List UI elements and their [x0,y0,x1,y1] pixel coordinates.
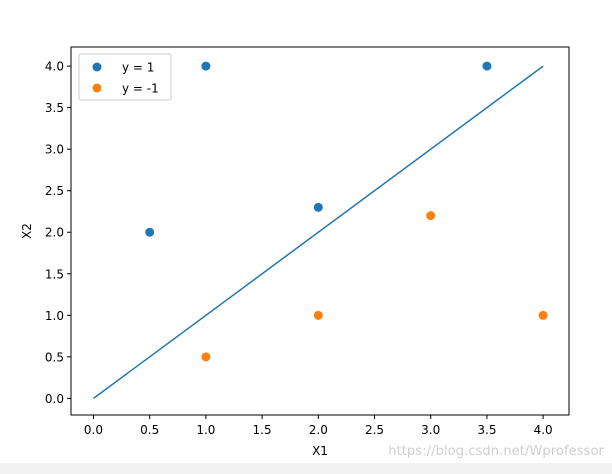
y-tick-label-5: 2.5 [45,184,64,198]
point-y-pos-2 [313,202,323,212]
y-tick-label-6: 3.0 [45,143,64,157]
legend-box [78,53,172,101]
legend-marker-y-neg [92,83,102,93]
point-y-pos-0 [145,227,155,237]
watermark: https://blog.csdn.net/Wprofessor [388,444,604,459]
y-tick-label-7: 3.5 [45,101,64,115]
x-tick-label-3: 1.5 [253,423,272,437]
legend-marker-y-pos [92,62,102,72]
x-tick-label-1: 0.5 [140,423,159,437]
x-tick-label-0: 0.0 [84,423,103,437]
footer-strip [0,463,612,474]
legend-label-y-pos: y = 1 [122,61,154,75]
point-y-pos-1 [201,61,211,71]
decision-line-0 [93,65,544,399]
x-tick-label-5: 2.5 [365,423,384,437]
point-y-neg-2 [426,211,436,221]
point-y-neg-1 [313,310,323,320]
legend: y = 1 y = -1 [78,53,172,101]
y-tick-label-4: 2.0 [45,226,64,240]
x-tick-label-4: 2.0 [309,423,328,437]
y-axis-label: X2 [20,223,34,239]
x-tick-label-2: 1.0 [196,423,215,437]
x-tick-label-6: 3.0 [421,423,440,437]
x-tick-label-8: 4.0 [534,423,553,437]
y-tick-label-2: 1.0 [45,309,64,323]
x-axis-label: X1 [312,444,328,458]
plot-frame [70,46,570,416]
legend-label-y-neg: y = -1 [122,82,159,96]
x-tick-label-7: 3.5 [477,423,496,437]
axes: 0.0 0.5 1.0 1.5 2.0 2.5 3.0 3.5 4.0 0.0 0.5 1.0 1.5 2… [45,60,553,437]
point-y-neg-0 [201,352,211,362]
y-tick-label-1: 0.5 [45,350,64,364]
point-y-neg-3 [538,310,548,320]
y-tick-label-8: 4.0 [45,60,64,74]
y-tick-label-0: 0.0 [45,392,64,406]
y-tick-label-3: 1.5 [45,267,64,281]
point-y-pos-3 [482,61,492,71]
plot-marks [93,61,548,399]
